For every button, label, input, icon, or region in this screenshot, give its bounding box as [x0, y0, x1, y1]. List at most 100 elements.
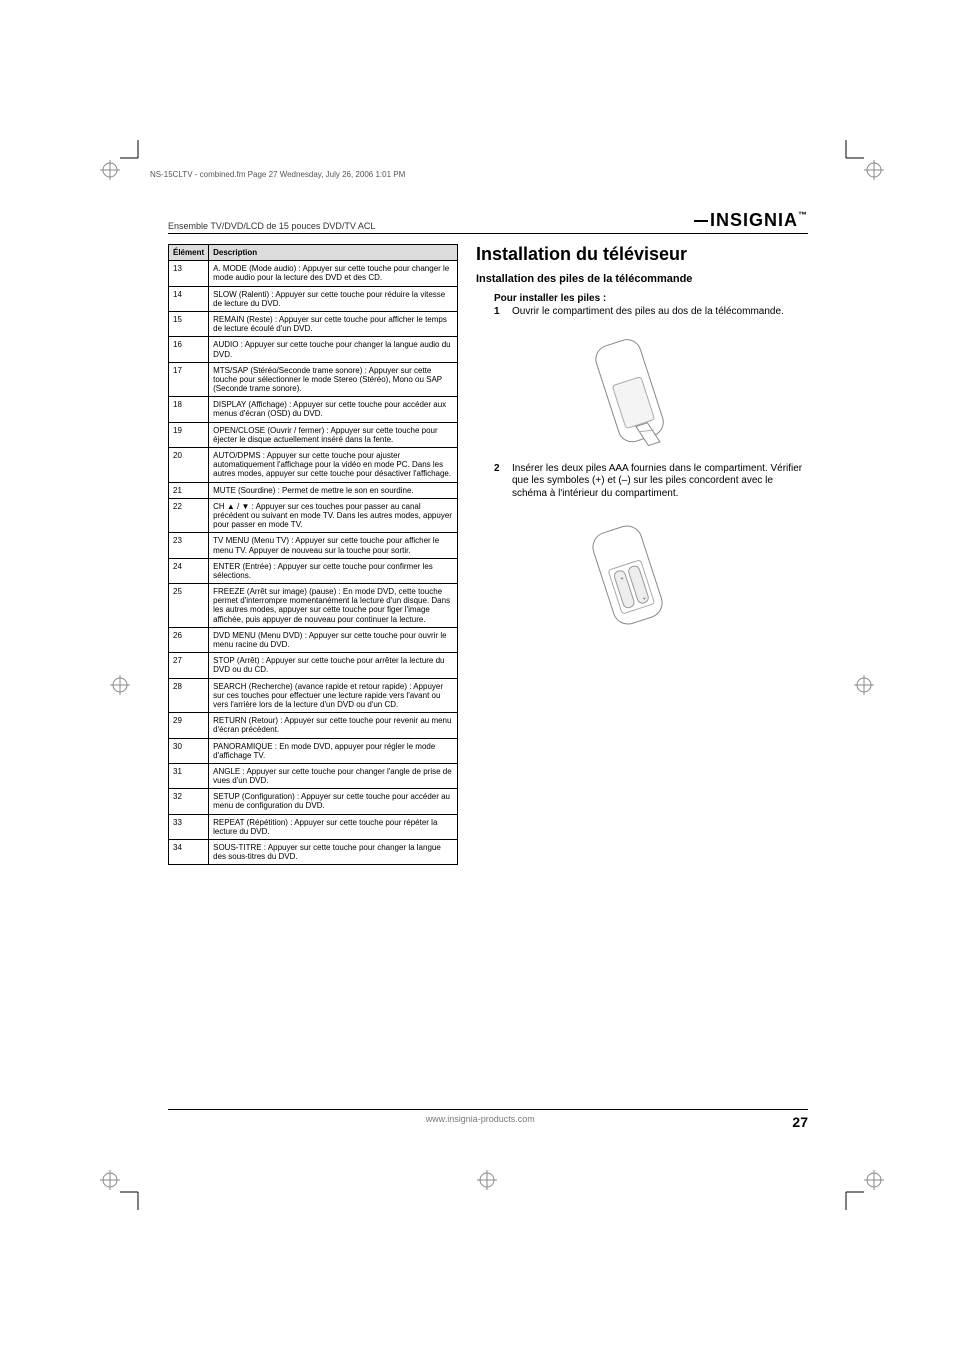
table-row: 34SOUS-TITRE : Appuyer sur cette touche … — [169, 840, 458, 865]
cell-description: FREEZE (Arrêt sur image) (pause) : En mo… — [209, 584, 458, 628]
steps-heading: Pour installer les piles : — [494, 293, 806, 304]
crop-mark-bl — [120, 1186, 144, 1210]
table-row: 20AUTO/DPMS : Appuyer sur cette touche p… — [169, 448, 458, 483]
doc-subtitle: Ensemble TV/DVD/LCD de 15 pouces DVD/TV … — [168, 221, 375, 231]
table-row: 18DISPLAY (Affichage) : Appuyer sur cett… — [169, 397, 458, 422]
cell-element: 33 — [169, 814, 209, 839]
table-row: 13A. MODE (Mode audio) : Appuyer sur cet… — [169, 261, 458, 286]
cell-element: 14 — [169, 286, 209, 311]
section-subtitle: Installation des piles de la télécommand… — [476, 273, 806, 285]
cell-description: A. MODE (Mode audio) : Appuyer sur cette… — [209, 261, 458, 286]
cell-element: 19 — [169, 422, 209, 447]
th-description: Description — [209, 245, 458, 261]
cell-element: 31 — [169, 763, 209, 788]
table-row: 17MTS/SAP (Stéréo/Seconde trame sonore) … — [169, 362, 458, 397]
cell-description: MTS/SAP (Stéréo/Seconde trame sonore) : … — [209, 362, 458, 397]
cell-description: REMAIN (Reste) : Appuyer sur cette touch… — [209, 311, 458, 336]
step-text: Insérer les deux piles AAA fournies dans… — [512, 463, 806, 501]
table-row: 23TV MENU (Menu TV) : Appuyer sur cette … — [169, 533, 458, 558]
cell-element: 26 — [169, 627, 209, 652]
battery-insert-illustration: + + — [566, 508, 716, 628]
cell-element: 17 — [169, 362, 209, 397]
table-row: 16AUDIO : Appuyer sur cette touche pour … — [169, 337, 458, 362]
cell-description: ANGLE : Appuyer sur cette touche pour ch… — [209, 763, 458, 788]
cell-description: MUTE (Sourdine) : Permet de mettre le so… — [209, 482, 458, 498]
cell-description: PANORAMIQUE : En mode DVD, appuyer pour … — [209, 738, 458, 763]
step-2: 2 Insérer les deux piles AAA fournies da… — [494, 463, 806, 501]
footer-url: www.insignia-products.com — [426, 1114, 535, 1130]
cell-element: 16 — [169, 337, 209, 362]
table-row: 22CH ▲ / ▼ : Appuyer sur ces touches pou… — [169, 498, 458, 533]
cell-element: 32 — [169, 789, 209, 814]
brand-logo: INSIGNIA™ — [694, 210, 808, 231]
th-element: Élément — [169, 245, 209, 261]
cell-element: 21 — [169, 482, 209, 498]
table-row: 33REPEAT (Répétition) : Appuyer sur cett… — [169, 814, 458, 839]
table-row: 15REMAIN (Reste) : Appuyer sur cette tou… — [169, 311, 458, 336]
cell-description: SEARCH (Recherche) (avance rapide et ret… — [209, 678, 458, 713]
cell-element: 22 — [169, 498, 209, 533]
cell-description: SETUP (Configuration) : Appuyer sur cett… — [209, 789, 458, 814]
table-row: 26DVD MENU (Menu DVD) : Appuyer sur cett… — [169, 627, 458, 652]
step-number: 2 — [494, 463, 504, 501]
crop-mark-tl — [120, 140, 144, 164]
cell-element: 24 — [169, 558, 209, 583]
cell-element: 15 — [169, 311, 209, 336]
table-row: 21MUTE (Sourdine) : Permet de mettre le … — [169, 482, 458, 498]
cell-description: STOP (Arrêt) : Appuyer sur cette touche … — [209, 653, 458, 678]
cell-description: AUDIO : Appuyer sur cette touche pour ch… — [209, 337, 458, 362]
registration-mark — [854, 675, 874, 695]
cell-element: 29 — [169, 713, 209, 738]
cell-element: 20 — [169, 448, 209, 483]
cell-element: 30 — [169, 738, 209, 763]
table-row: 31ANGLE : Appuyer sur cette touche pour … — [169, 763, 458, 788]
crop-mark-tr — [840, 140, 864, 164]
cell-description: REPEAT (Répétition) : Appuyer sur cette … — [209, 814, 458, 839]
table-row: 25FREEZE (Arrêt sur image) (pause) : En … — [169, 584, 458, 628]
cell-description: RETURN (Retour) : Appuyer sur cette touc… — [209, 713, 458, 738]
registration-mark — [864, 1170, 884, 1190]
table-row: 27STOP (Arrêt) : Appuyer sur cette touch… — [169, 653, 458, 678]
cell-description: CH ▲ / ▼ : Appuyer sur ces touches pour … — [209, 498, 458, 533]
cell-description: SLOW (Ralenti) : Appuyer sur cette touch… — [209, 286, 458, 311]
cell-description: AUTO/DPMS : Appuyer sur cette touche pou… — [209, 448, 458, 483]
table-row: 19OPEN/CLOSE (Ouvrir / fermer) : Appuyer… — [169, 422, 458, 447]
table-row: 24ENTER (Entrée) : Appuyer sur cette tou… — [169, 558, 458, 583]
remote-back-illustration — [566, 327, 716, 447]
cell-element: 13 — [169, 261, 209, 286]
table-row: 30PANORAMIQUE : En mode DVD, appuyer pou… — [169, 738, 458, 763]
cell-description: TV MENU (Menu TV) : Appuyer sur cette to… — [209, 533, 458, 558]
step-text: Ouvrir le compartiment des piles au dos … — [512, 306, 806, 319]
cell-description: OPEN/CLOSE (Ouvrir / fermer) : Appuyer s… — [209, 422, 458, 447]
document-header: Ensemble TV/DVD/LCD de 15 pouces DVD/TV … — [168, 210, 808, 234]
section-title: Installation du téléviseur — [476, 244, 806, 265]
page-content: Ensemble TV/DVD/LCD de 15 pouces DVD/TV … — [168, 210, 808, 865]
right-column: Installation du téléviseur Installation … — [476, 244, 806, 865]
reference-table: Élément Description 13A. MODE (Mode audi… — [168, 244, 458, 865]
registration-mark — [110, 675, 130, 695]
table-row: 28SEARCH (Recherche) (avance rapide et r… — [169, 678, 458, 713]
page-number: 27 — [792, 1114, 808, 1130]
registration-mark — [100, 160, 120, 180]
cell-description: DISPLAY (Affichage) : Appuyer sur cette … — [209, 397, 458, 422]
table-row: 14SLOW (Ralenti) : Appuyer sur cette tou… — [169, 286, 458, 311]
left-column: Élément Description 13A. MODE (Mode audi… — [168, 244, 458, 865]
crop-mark-br — [840, 1186, 864, 1210]
registration-mark — [100, 1170, 120, 1190]
cell-element: 27 — [169, 653, 209, 678]
cell-element: 18 — [169, 397, 209, 422]
cell-description: DVD MENU (Menu DVD) : Appuyer sur cette … — [209, 627, 458, 652]
registration-mark — [477, 1170, 497, 1190]
print-header: NS-15CLTV - combined.fm Page 27 Wednesda… — [150, 170, 405, 179]
cell-element: 25 — [169, 584, 209, 628]
registration-mark — [864, 160, 884, 180]
step-number: 1 — [494, 306, 504, 319]
table-row: 29RETURN (Retour) : Appuyer sur cette to… — [169, 713, 458, 738]
step-1: 1 Ouvrir le compartiment des piles au do… — [494, 306, 806, 319]
cell-description: ENTER (Entrée) : Appuyer sur cette touch… — [209, 558, 458, 583]
cell-element: 28 — [169, 678, 209, 713]
cell-element: 23 — [169, 533, 209, 558]
table-row: 32SETUP (Configuration) : Appuyer sur ce… — [169, 789, 458, 814]
page-footer: www.insignia-products.com 27 — [168, 1109, 808, 1130]
cell-description: SOUS-TITRE : Appuyer sur cette touche po… — [209, 840, 458, 865]
